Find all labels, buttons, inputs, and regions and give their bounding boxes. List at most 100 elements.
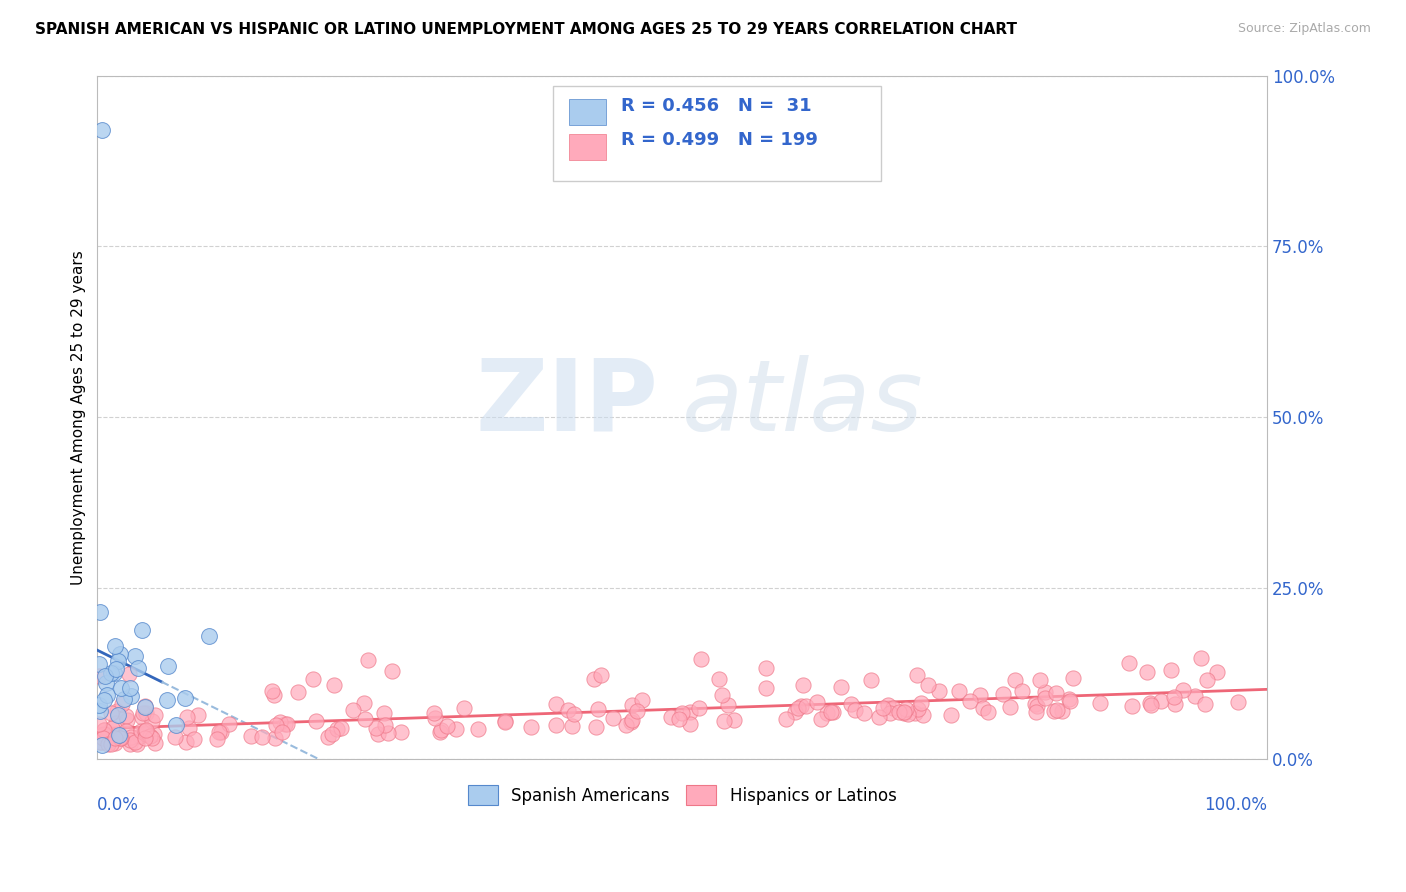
Point [586, 702, 609, 716]
Point [678, 717, 700, 731]
Point [969, 688, 991, 702]
Point [269, 714, 291, 729]
Point [96, 688, 118, 702]
FancyBboxPatch shape [568, 134, 606, 160]
Point [429, 723, 451, 737]
Point [104, 639, 127, 653]
FancyBboxPatch shape [554, 86, 882, 181]
Point [817, 706, 839, 721]
Point [1046, 703, 1069, 717]
Point [107, 654, 129, 668]
Point [101, 722, 124, 736]
Point [316, 730, 339, 744]
Point [893, 706, 915, 720]
Point [519, 720, 541, 734]
Point [163, 730, 186, 744]
Point [1173, 683, 1195, 698]
Point [868, 710, 890, 724]
Point [785, 705, 807, 719]
Point [183, 731, 205, 746]
Point [156, 692, 179, 706]
Point [917, 678, 939, 692]
Point [131, 710, 153, 724]
Point [131, 623, 153, 637]
Point [907, 702, 929, 716]
Point [1194, 697, 1216, 711]
Point [585, 720, 607, 734]
FancyBboxPatch shape [568, 99, 606, 126]
Point [302, 672, 325, 686]
Point [1045, 686, 1067, 700]
Point [429, 724, 451, 739]
Point [120, 730, 142, 744]
Point [976, 705, 998, 719]
Point [135, 723, 157, 737]
Point [1025, 698, 1047, 713]
Point [841, 697, 863, 711]
Text: atlas: atlas [682, 355, 924, 452]
Point [127, 660, 149, 674]
Point [165, 718, 187, 732]
Point [1004, 673, 1026, 688]
Point [423, 711, 446, 725]
Point [1184, 690, 1206, 704]
Point [357, 653, 380, 667]
Point [89, 698, 111, 712]
Point [305, 714, 328, 729]
Point [321, 727, 343, 741]
Point [1140, 698, 1163, 712]
Point [852, 706, 875, 720]
Point [561, 719, 583, 733]
Point [131, 706, 153, 720]
Text: Source: ZipAtlas.com: Source: ZipAtlas.com [1237, 22, 1371, 36]
Point [1164, 698, 1187, 712]
Point [844, 702, 866, 716]
Point [1024, 698, 1046, 712]
Point [690, 652, 713, 666]
Point [90, 734, 112, 748]
Point [239, 729, 262, 743]
Point [143, 708, 166, 723]
Point [143, 727, 166, 741]
Point [939, 708, 962, 723]
Point [100, 666, 122, 681]
Point [436, 719, 458, 733]
Point [389, 725, 412, 739]
Point [105, 704, 128, 718]
Point [125, 737, 148, 751]
Point [959, 693, 981, 707]
Point [124, 735, 146, 749]
Text: SPANISH AMERICAN VS HISPANIC OR LATINO UNEMPLOYMENT AMONG AGES 25 TO 29 YEARS CO: SPANISH AMERICAN VS HISPANIC OR LATINO U… [35, 22, 1017, 37]
Point [820, 705, 842, 719]
Point [93, 693, 115, 707]
Point [276, 716, 298, 731]
Point [1150, 694, 1173, 708]
Point [1033, 684, 1056, 698]
Point [710, 689, 733, 703]
Point [872, 701, 894, 715]
Point [187, 707, 209, 722]
Point [96, 730, 118, 744]
Point [620, 714, 643, 728]
Point [614, 718, 637, 732]
Point [111, 697, 134, 711]
Legend: Spanish Americans, Hispanics or Latinos: Spanish Americans, Hispanics or Latinos [461, 779, 903, 812]
Point [790, 698, 813, 713]
Point [786, 700, 808, 714]
Point [1059, 694, 1081, 708]
Point [135, 706, 157, 721]
Text: 0.0%: 0.0% [97, 797, 139, 814]
Point [287, 684, 309, 698]
Point [904, 706, 927, 721]
Point [93, 723, 115, 738]
Point [948, 683, 970, 698]
Point [589, 668, 612, 682]
Point [713, 714, 735, 728]
Point [117, 666, 139, 681]
Point [139, 729, 162, 743]
Point [134, 731, 156, 746]
Point [96, 675, 118, 690]
Point [90, 738, 112, 752]
Point [830, 680, 852, 694]
Point [381, 664, 404, 678]
